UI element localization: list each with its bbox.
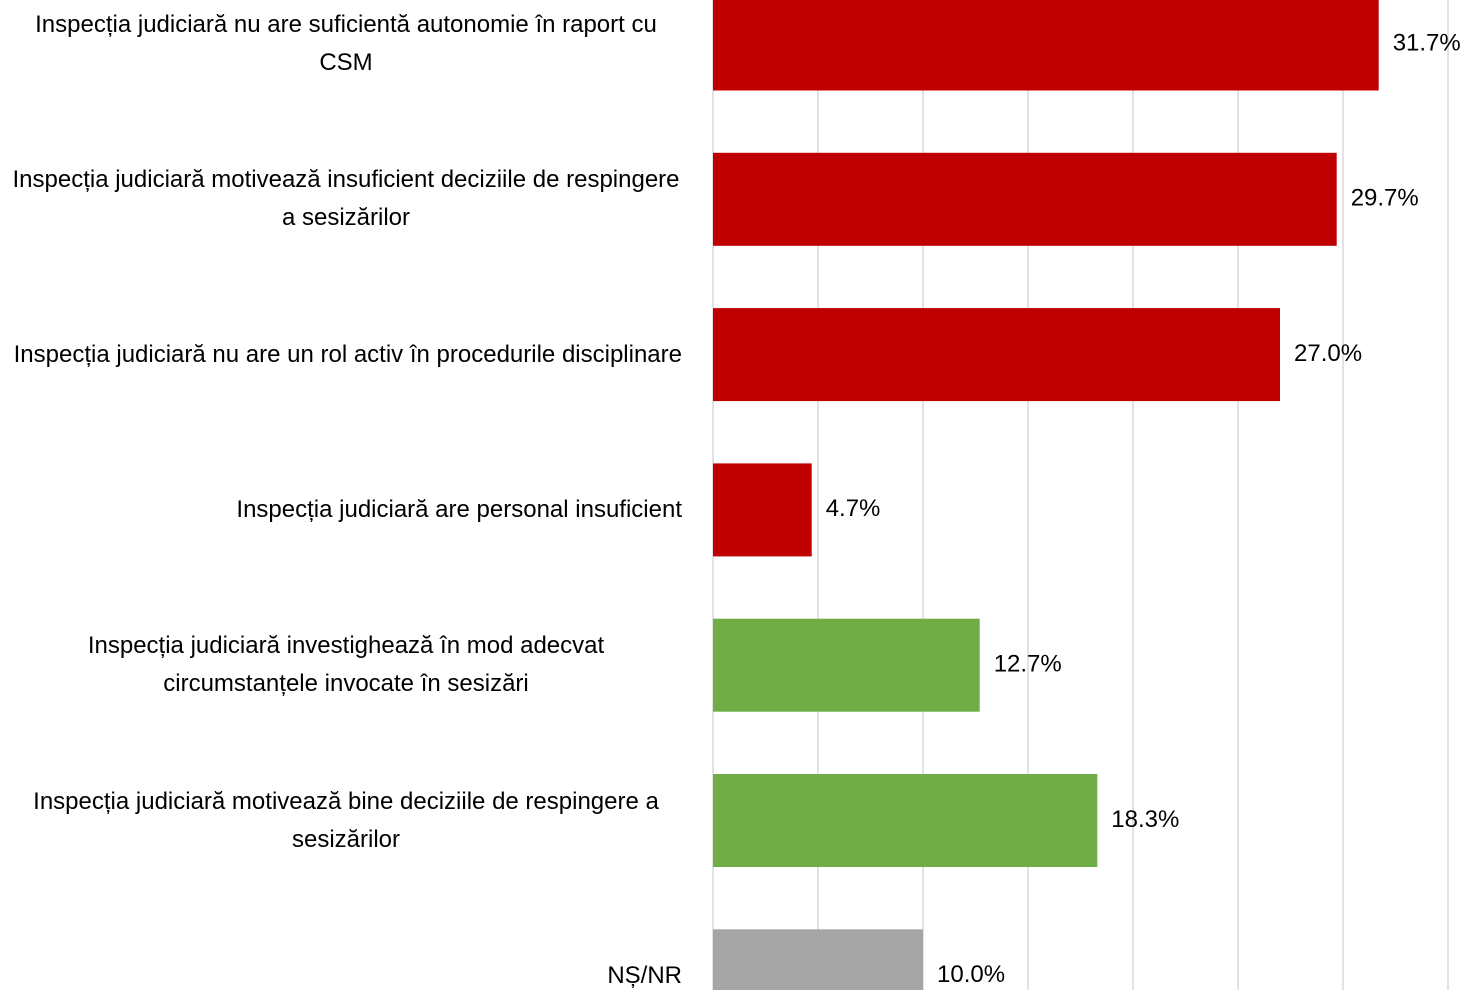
category-label: Inspecția judiciară motivează insuficien… bbox=[12, 166, 680, 232]
category-label-box: NȘ/NR bbox=[10, 926, 682, 990]
bar bbox=[713, 618, 980, 712]
category-label: NȘ/NR bbox=[607, 961, 682, 989]
category-label: Inspecția judiciară are personal insufic… bbox=[236, 495, 682, 523]
value-label: 4.7% bbox=[826, 495, 881, 522]
bar bbox=[713, 774, 1098, 867]
value-label: 10.0% bbox=[937, 961, 1005, 988]
bar bbox=[713, 0, 1379, 91]
bar bbox=[713, 929, 923, 990]
bar bbox=[713, 308, 1280, 402]
category-label: Inspecția judiciară nu are suficientă au… bbox=[35, 11, 657, 76]
category-label: Inspecția judiciară motivează bine deciz… bbox=[33, 787, 659, 853]
value-label: 29.7% bbox=[1351, 185, 1419, 212]
bar bbox=[713, 152, 1337, 246]
value-label: 31.7% bbox=[1393, 29, 1461, 56]
category-label-box: Inspecția judiciară nu are suficientă au… bbox=[10, 0, 682, 94]
value-label: 27.0% bbox=[1294, 340, 1362, 367]
category-label: Inspecția judiciară investighează în mod… bbox=[87, 632, 605, 698]
category-label-box: Inspecția judiciară motivează insuficien… bbox=[10, 149, 682, 249]
category-label-box: Inspecția judiciară are personal insufic… bbox=[10, 460, 682, 560]
bar bbox=[713, 463, 812, 557]
value-label: 18.3% bbox=[1111, 806, 1179, 833]
category-label-box: Inspecția judiciară motivează bine deciz… bbox=[10, 771, 682, 871]
category-label-box: Inspecția judiciară nu are un rol activ … bbox=[10, 305, 682, 405]
category-label: Inspecția judiciară nu are un rol activ … bbox=[13, 340, 682, 368]
category-label-box: Inspecția judiciară investighează în mod… bbox=[10, 615, 682, 715]
value-label: 12.7% bbox=[994, 651, 1062, 678]
